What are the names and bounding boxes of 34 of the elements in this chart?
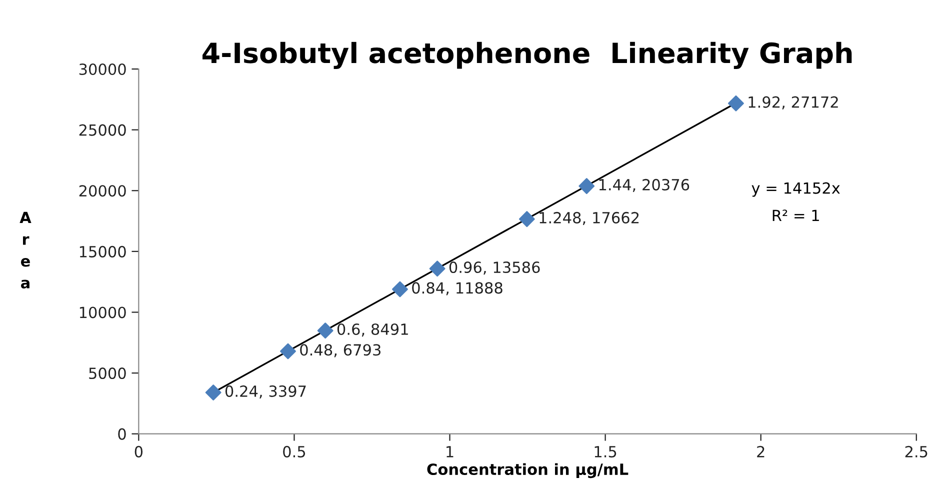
y-tick-label: 25000 — [79, 124, 126, 136]
point — [518, 211, 535, 228]
point — [280, 343, 296, 360]
x-tick-label: 1.5 — [594, 446, 616, 458]
annotation: R² = 1 — [772, 210, 819, 221]
y-tick-label: 0 — [118, 428, 126, 440]
x-tick-label: 1 — [446, 446, 454, 458]
annotation: y = 14152x — [752, 182, 840, 197]
point — [317, 322, 334, 339]
data-label: 0.24, 3397 — [225, 385, 306, 399]
data-label: 0.84, 11888 — [412, 282, 502, 296]
x-tick-label: 2.5 — [905, 446, 928, 458]
y-axis-title: Area — [20, 212, 32, 288]
point — [728, 95, 744, 112]
y-tick-label: 10000 — [80, 306, 126, 318]
point — [392, 281, 408, 298]
x-axis-title: Concentration in µg/mL — [427, 463, 628, 478]
y-tick-label: 5000 — [89, 368, 126, 380]
data-label: 1.248, 17662 — [540, 212, 639, 226]
data-label: 1.44, 20376 — [599, 178, 690, 192]
chart-title: 4-Isobutyl acetophenone Linearity Graph — [202, 42, 852, 70]
data-label: 0.96, 13586 — [449, 262, 540, 275]
data-label: 1.92, 27172 — [748, 96, 838, 110]
point — [578, 178, 595, 194]
x-tick-label: 0 — [134, 446, 143, 458]
point — [429, 260, 446, 277]
point — [205, 384, 222, 401]
data-label: 0.6, 8491 — [337, 323, 408, 337]
y-tick-label: 30000 — [79, 63, 126, 76]
y-tick-label: 20000 — [79, 185, 126, 197]
data-label: 0.48, 6793 — [300, 344, 380, 358]
x-tick-label: 2 — [757, 446, 764, 458]
x-tick-label: 0.5 — [283, 446, 306, 458]
y-tick-label: 15000 — [80, 246, 126, 258]
